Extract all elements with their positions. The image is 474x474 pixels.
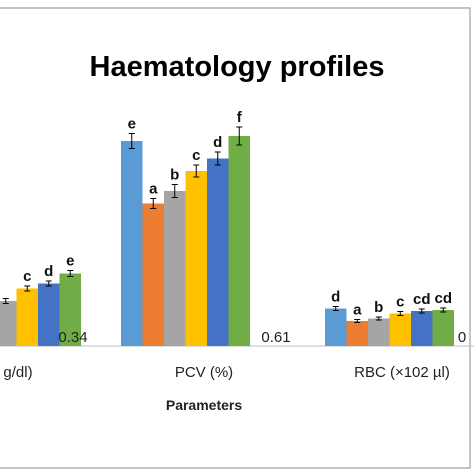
bar xyxy=(411,311,433,346)
bar xyxy=(186,171,208,346)
bar xyxy=(433,310,455,346)
bar xyxy=(368,319,390,347)
bar xyxy=(164,191,186,346)
bar xyxy=(229,136,251,346)
category-label: PCV (%) xyxy=(175,364,233,381)
chart-title: Haematology profiles xyxy=(90,51,385,83)
significance-letter: e xyxy=(66,253,74,270)
significance-letter: c xyxy=(23,268,31,285)
bar xyxy=(17,289,39,347)
bar xyxy=(38,284,60,347)
bar xyxy=(325,309,347,347)
significance-letter: a xyxy=(353,302,362,319)
significance-letter: d xyxy=(213,134,222,151)
x-axis-title: Parameters xyxy=(166,397,242,413)
bar xyxy=(0,301,17,346)
bar xyxy=(143,204,165,347)
bar xyxy=(347,321,369,346)
sd-value-label: 0 xyxy=(458,329,466,346)
significance-letter: c xyxy=(192,147,200,164)
sd-value-label: 0.34 xyxy=(58,329,87,346)
category-label: RBC (×102 µl) xyxy=(354,364,450,381)
significance-letter: e xyxy=(128,116,136,133)
sd-value-label: 0.61 xyxy=(261,329,290,346)
significance-letter: cd xyxy=(413,291,431,308)
significance-letter: b xyxy=(374,299,383,316)
category-label: g/dl) xyxy=(3,364,32,381)
bar xyxy=(121,141,143,346)
significance-letter: cd xyxy=(434,290,452,307)
significance-letter: c xyxy=(396,294,404,311)
significance-letter: d xyxy=(331,289,340,306)
bar xyxy=(390,314,412,347)
bar xyxy=(207,159,229,347)
significance-letter: a xyxy=(149,181,158,198)
significance-letter: b xyxy=(170,167,179,184)
significance-letter: d xyxy=(44,263,53,280)
